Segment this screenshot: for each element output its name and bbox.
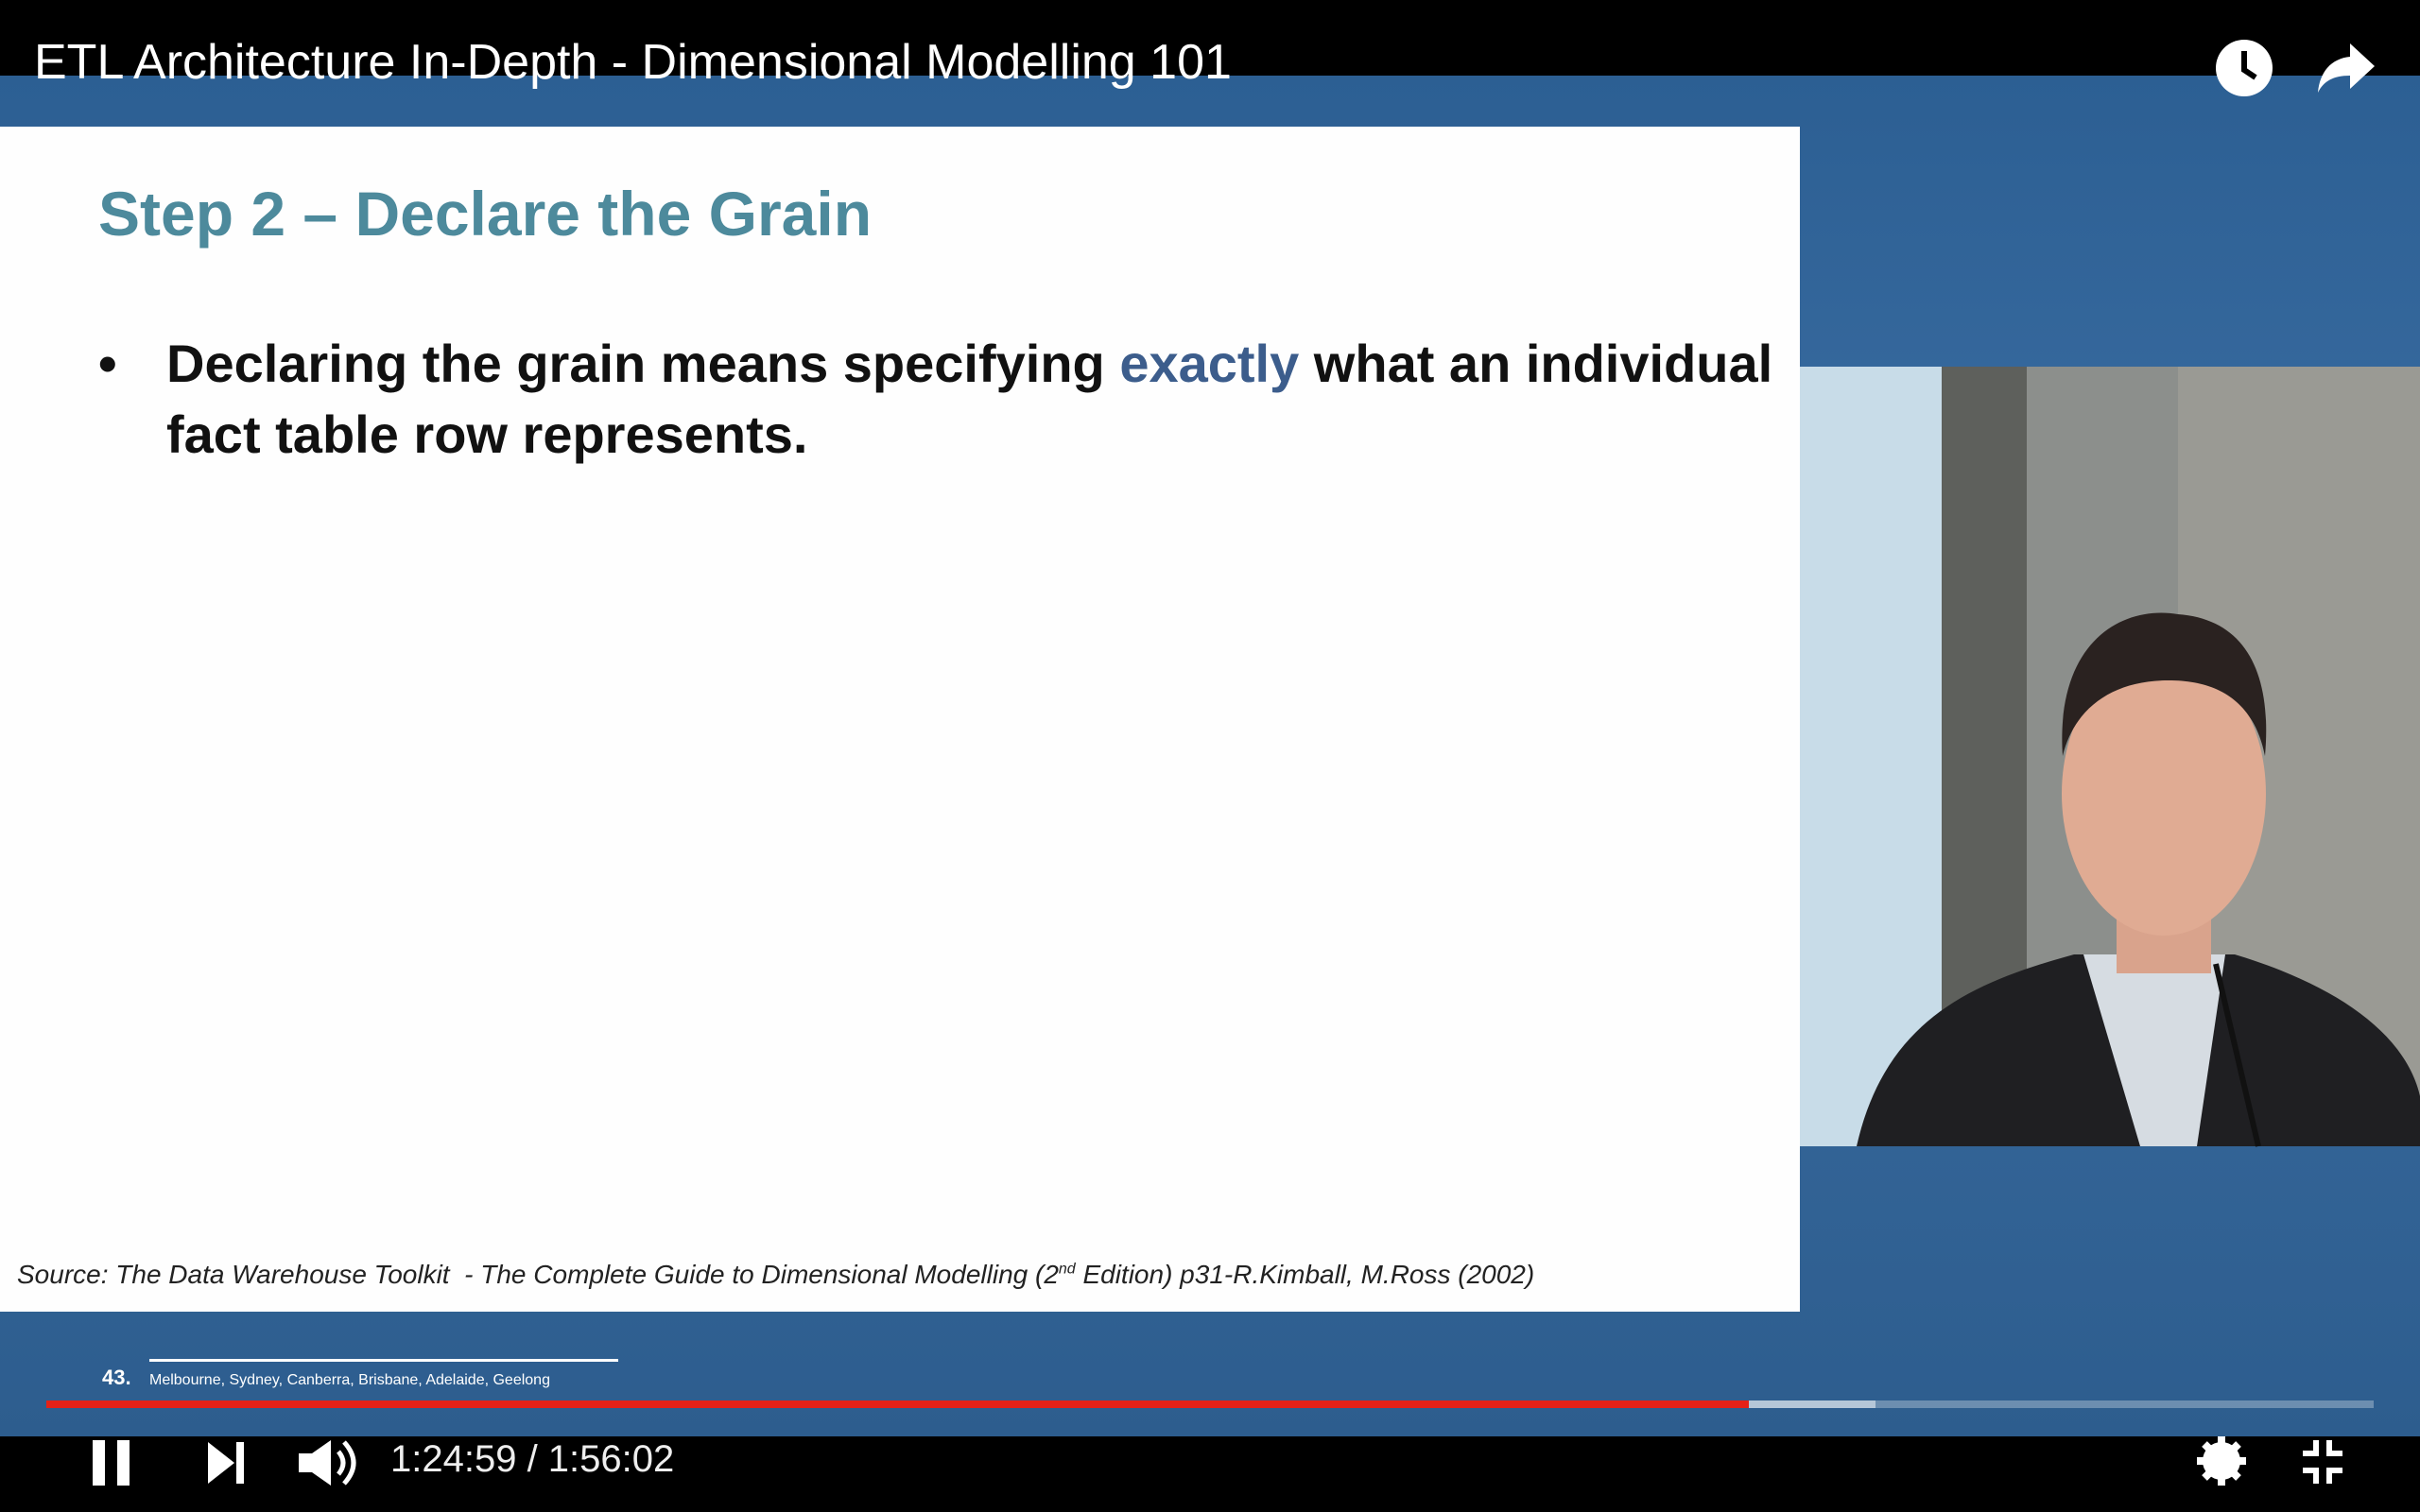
watch-later-icon[interactable] — [2214, 38, 2274, 98]
footer-rule — [149, 1359, 618, 1362]
source-note: Source: The Data Warehouse Toolkit - The… — [17, 1260, 1534, 1290]
speaker-video — [1800, 367, 2420, 1147]
exit-fullscreen-button[interactable] — [2303, 1440, 2342, 1484]
share-icon[interactable] — [2316, 40, 2377, 94]
highlight: exactly — [1119, 334, 1300, 393]
volume-button[interactable] — [299, 1440, 356, 1486]
video-title: ETL Architecture In-Depth - Dimensional … — [34, 35, 1232, 90]
settings-button[interactable] — [2197, 1436, 2246, 1486]
bullet: • — [98, 334, 117, 393]
time-display: 1:24:59 / 1:56:02 — [390, 1438, 675, 1480]
superscript: nd — [1058, 1261, 1076, 1278]
text: Declaring the grain means specifying — [166, 334, 1120, 393]
bullet-line: fact table row represents. — [166, 404, 808, 464]
text: Source: The Data Warehouse Toolkit - The… — [17, 1260, 1059, 1289]
next-button[interactable] — [208, 1442, 244, 1484]
slide-number: 43. — [102, 1366, 131, 1389]
slide — [0, 127, 1800, 1312]
controls — [93, 1436, 2342, 1486]
pause-button[interactable] — [93, 1440, 130, 1486]
progress-played — [46, 1400, 1749, 1408]
footer-locations: Melbourne, Sydney, Canberra, Brisbane, A… — [149, 1372, 550, 1388]
text: what an individual — [1299, 334, 1773, 393]
text: Edition) p31-R.Kimball, M.Ross (2002) — [1075, 1260, 1535, 1289]
bullet-line: Declaring the grain means specifying exa… — [166, 333, 1772, 394]
slide-title: Step 2 – Declare the Grain — [98, 179, 873, 249]
